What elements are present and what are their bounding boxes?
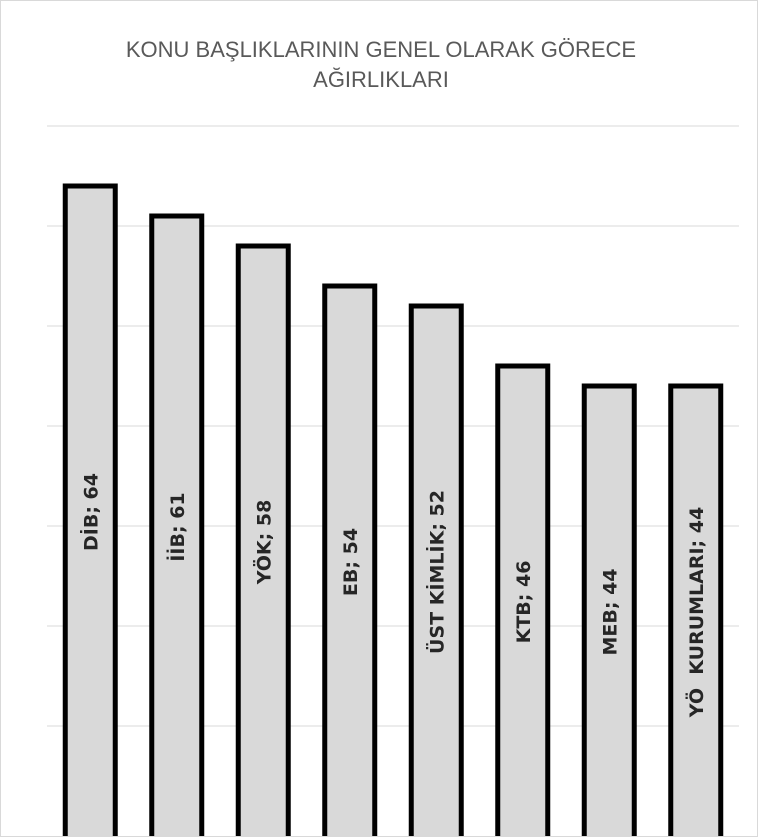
data-label-6: MEB; 44 (599, 568, 621, 655)
bar-2 (235, 243, 291, 836)
bar-5 (495, 363, 551, 836)
bars (62, 183, 724, 836)
bar-4 (408, 303, 464, 836)
data-label-0: DİB; 64 (78, 473, 102, 551)
data-label-4: ÜST KİMLİK; 52 (424, 490, 448, 654)
bar-0 (62, 183, 118, 836)
bar-6 (581, 383, 637, 836)
data-label-2: YÖK; 58 (251, 500, 275, 586)
bar-1 (149, 213, 205, 836)
data-label-7: YÖ KURUMLARI; 44 (684, 507, 708, 718)
data-label-5: KTB; 46 (513, 561, 535, 644)
bar-3 (322, 283, 378, 836)
chart-title: KONU BAŞLIKLARININ GENEL OLARAK GÖRECE A… (125, 37, 637, 92)
data-label-3: EB; 54 (340, 528, 362, 596)
data-label-1: İİB; 61 (165, 492, 189, 561)
bar-7 (668, 383, 724, 836)
data-labels: DİB; 64 İİB; 61 YÖK; 58 EB; 54 ÜST KİMLİK; 5… (78, 473, 708, 718)
